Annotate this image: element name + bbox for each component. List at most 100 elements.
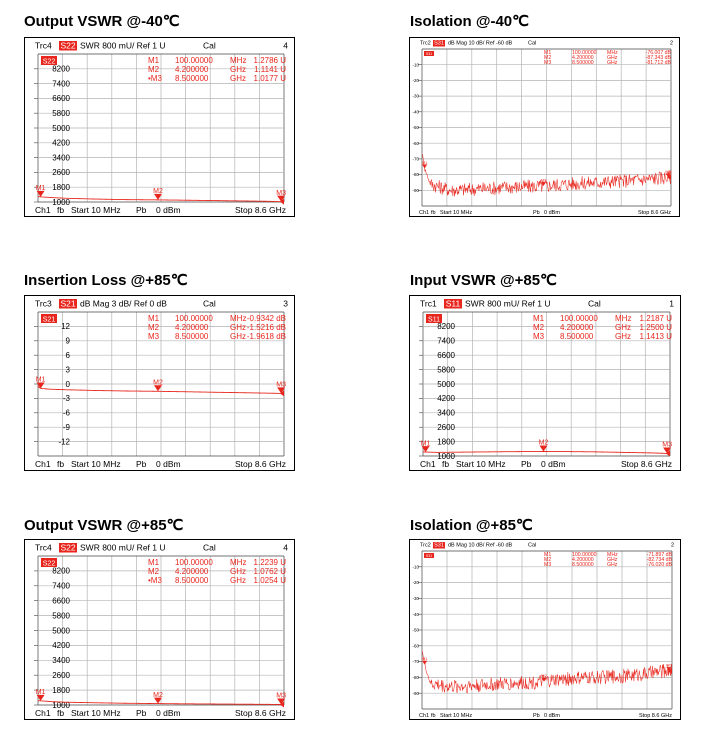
- y-tick-label: 8200: [52, 65, 70, 74]
- chart-svg: Trc4 S22 SWR 800 mU/ Ref 1 U Cal 4 8200 7400 66…: [34, 41, 288, 215]
- marker-value: 1.0177 U: [254, 74, 287, 83]
- trace-number: 1: [669, 299, 674, 309]
- marker-freq: 8.500000: [572, 60, 594, 66]
- marker-freq: 100.00000: [175, 56, 213, 65]
- y-tick-label: 0: [66, 380, 71, 389]
- footer-fb: fb: [442, 459, 449, 469]
- marker-label: •M3: [148, 74, 162, 83]
- param-badge-grid: [426, 314, 442, 323]
- cal-label: Cal: [203, 41, 216, 51]
- param-label-grid: S21: [43, 317, 56, 324]
- marker-triangle: [277, 387, 286, 394]
- footer-power: 0 dBm: [544, 713, 560, 719]
- marker-freq: 100.00000: [175, 314, 213, 323]
- trace-label: Trc1: [420, 299, 437, 309]
- y-tick-label: -90: [412, 691, 419, 696]
- cal-label: Cal: [528, 41, 536, 47]
- marker-tag: M2: [153, 188, 163, 195]
- format-scale-ref: dB Mag 10 dB/ Ref -60 dB: [448, 543, 513, 549]
- param-badge: [59, 299, 77, 309]
- panel-title: Input VSWR @+85℃: [410, 272, 557, 289]
- y-tick-label: 5000: [52, 626, 70, 635]
- y-tick-label: -3: [63, 394, 71, 403]
- chart-svg: Trc3 S21 dB Mag 3 dB/ Ref 0 dB Cal 3 12 9 6 3 0 -3…: [34, 299, 288, 469]
- y-tick-label: 3400: [437, 409, 455, 418]
- trace-line: [422, 451, 671, 454]
- marker-triangle: [422, 164, 428, 169]
- footer-power: 0 dBm: [156, 459, 181, 469]
- marker-value: -76.020 dB: [647, 562, 673, 568]
- marker-unit: GHz: [230, 323, 246, 332]
- y-tick-label: 4200: [52, 139, 70, 148]
- marker-label: M2: [533, 323, 545, 332]
- vna-display-isolation-minus40: Trc2 S31 dB Mag 10 dB/ Ref -60 dB Cal 2 -10 -2…: [409, 37, 680, 217]
- marker-unit: GHz: [230, 332, 246, 341]
- format-scale-ref: SWR 800 mU/ Ref 1 U: [80, 543, 166, 553]
- marker-freq: 100.00000: [175, 558, 213, 567]
- marker-triangle: [665, 173, 671, 178]
- marker-label: M2: [148, 323, 160, 332]
- panel-title: Output VSWR @-40℃: [24, 13, 180, 30]
- y-tick-label: 7400: [52, 582, 70, 591]
- marker-triangle: [153, 697, 162, 704]
- marker-tag: M3: [276, 190, 286, 197]
- footer-pb: Pb: [521, 459, 532, 469]
- param-label-grid: S31: [426, 554, 432, 558]
- y-tick-label: 12: [61, 322, 70, 331]
- marker-unit: MHz: [607, 552, 618, 558]
- y-tick-label: 8200: [52, 567, 70, 576]
- reference-arrow: [667, 174, 671, 181]
- param-label: S22: [60, 41, 75, 51]
- param-label: S31: [434, 543, 444, 549]
- y-tick-label: -12: [58, 437, 70, 446]
- marker-triangle: [36, 694, 45, 701]
- marker-triangle: [540, 182, 547, 187]
- y-tick-label: -50: [412, 125, 419, 130]
- marker-freq: 4.200000: [175, 323, 209, 332]
- footer-channel: Ch1: [420, 459, 436, 469]
- panel-title: Output VSWR @+85℃: [24, 517, 184, 534]
- param-label: S21: [60, 299, 75, 309]
- trace-line: [37, 386, 285, 394]
- marker-label: M1: [148, 558, 160, 567]
- y-tick-label: 2600: [437, 423, 455, 432]
- param-label: S22: [60, 543, 75, 553]
- y-tick-label: 5800: [437, 365, 455, 374]
- marker-tag: M1: [36, 377, 46, 384]
- param-label-grid: S22: [43, 59, 56, 66]
- y-tick-label: 6: [66, 351, 71, 360]
- marker-unit: MHz: [230, 314, 246, 323]
- vna-display-input-vswr-plus85: Trc1 S11 SWR 800 mU/ Ref 1 U Cal 1 8200 7400 66…: [409, 295, 681, 471]
- marker-unit: MHz: [607, 50, 618, 56]
- marker-value: 1.0762 U: [254, 567, 287, 576]
- marker-value: -81.712 dB: [646, 60, 672, 66]
- marker-tag: M3: [666, 663, 672, 668]
- marker-tag: M2: [541, 178, 547, 183]
- format-scale-ref: dB Mag 3 dB/ Ref 0 dB: [80, 299, 167, 309]
- footer-channel: Ch1: [35, 708, 51, 718]
- param-badge: [433, 542, 445, 549]
- footer-channel: Ch1: [419, 210, 429, 216]
- cal-label: Cal: [528, 543, 536, 549]
- y-tick-label: 3400: [52, 656, 70, 665]
- y-tick-label: 9: [66, 337, 71, 346]
- marker-value: -0.9342 dB: [247, 314, 286, 323]
- footer-pb: Pb: [136, 708, 147, 718]
- trace-number: 4: [283, 543, 288, 553]
- marker-value: -82.734 dB: [647, 557, 673, 563]
- trace-label: Trc4: [35, 543, 52, 553]
- marker-label: M1: [148, 314, 160, 323]
- y-tick-label: -20: [412, 78, 419, 83]
- y-tick-label: -40: [412, 612, 419, 617]
- marker-value: 1.2239 U: [254, 558, 287, 567]
- y-tick-label: -70: [412, 156, 419, 161]
- footer-start: Start 10 MHz: [456, 459, 506, 469]
- marker-freq: 8.500000: [572, 562, 594, 568]
- panel-title: Isolation @+85℃: [410, 517, 533, 534]
- marker-value: 1.2187 U: [640, 314, 673, 323]
- marker-unit: MHz: [615, 314, 631, 323]
- footer-channel: Ch1: [35, 205, 51, 215]
- y-tick-label: -60: [412, 643, 419, 648]
- marker-tag: M1: [422, 656, 428, 661]
- footer-start: Start 10 MHz: [440, 713, 472, 719]
